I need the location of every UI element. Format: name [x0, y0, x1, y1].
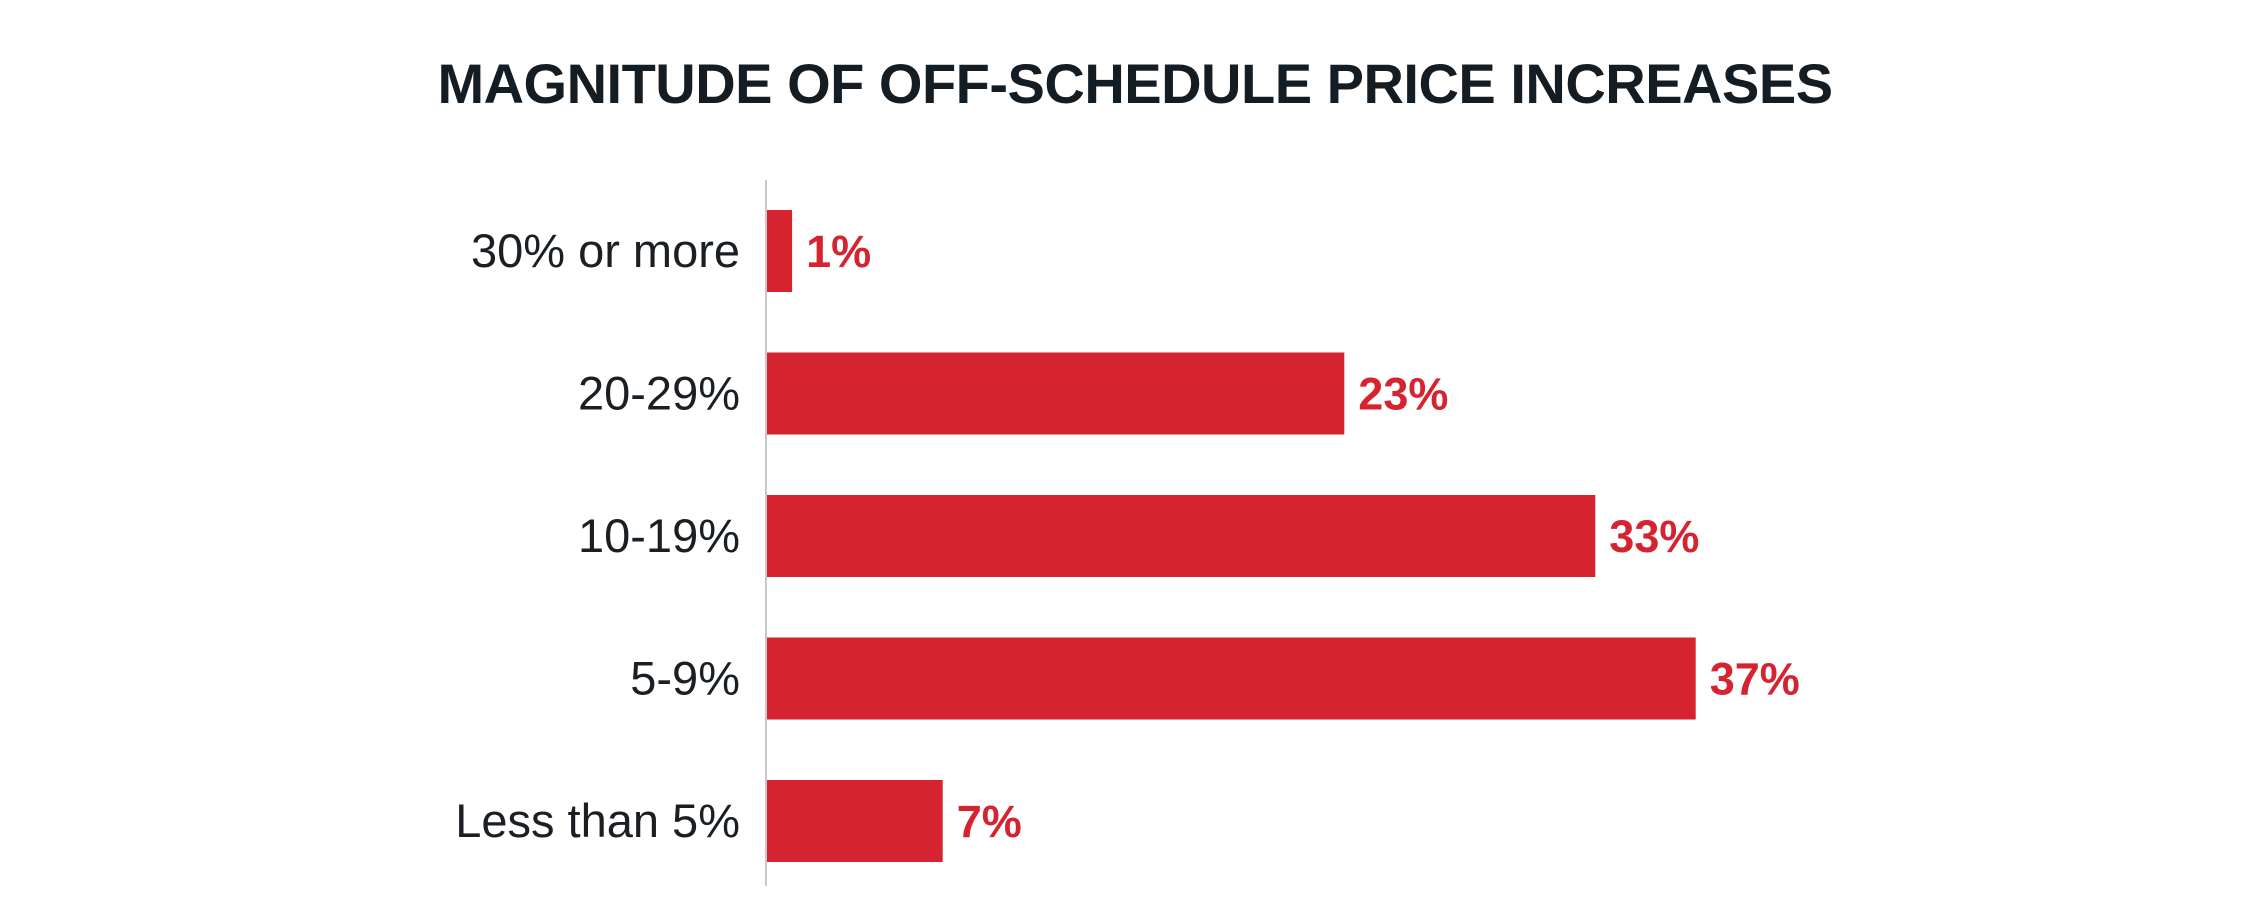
bar	[767, 210, 793, 292]
value-label: 23%	[1358, 369, 1448, 420]
bar	[767, 495, 1596, 577]
category-label: 10-19%	[578, 509, 740, 562]
chart-title: MAGNITUDE OF OFF-SCHEDULE PRICE INCREASE…	[437, 52, 1832, 115]
category-label: Less than 5%	[455, 794, 740, 847]
category-label: 20-29%	[578, 367, 740, 420]
bar	[767, 637, 1696, 720]
value-label: 33%	[1609, 511, 1699, 562]
bar	[767, 352, 1345, 435]
value-label: 1%	[806, 226, 871, 277]
value-label: 7%	[957, 796, 1022, 847]
bar	[767, 780, 943, 862]
bars-group: 30% or more 1% 20-29% 23% 10-19% 33% 5-9% 37% Le…	[455, 210, 1800, 862]
category-label: 5-9%	[630, 652, 740, 705]
value-label: 37%	[1710, 654, 1800, 705]
category-label: 30% or more	[471, 224, 740, 277]
